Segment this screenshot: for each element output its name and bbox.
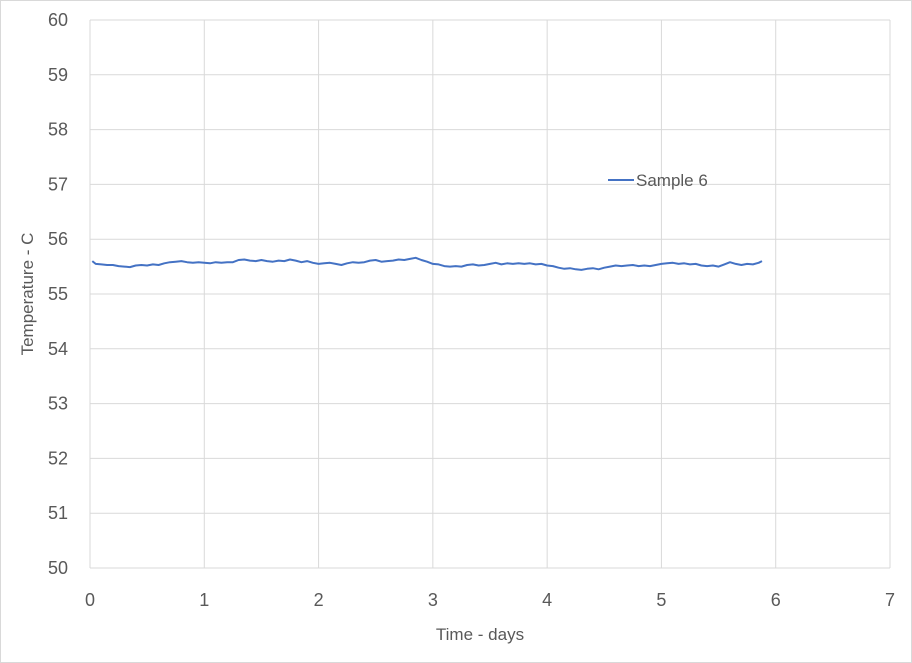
y-tick-label: 59 <box>48 65 68 85</box>
x-tick-label: 4 <box>542 590 552 610</box>
y-tick-label: 60 <box>48 10 68 30</box>
x-tick-label: 6 <box>771 590 781 610</box>
y-tick-label: 58 <box>48 120 68 140</box>
series-line-sample-6 <box>91 256 763 271</box>
x-tick-label: 1 <box>199 590 209 610</box>
y-tick-label: 57 <box>48 174 68 194</box>
x-tick-label: 7 <box>885 590 895 610</box>
x-tick-label: 5 <box>656 590 666 610</box>
y-axis-ticks: 50 51 52 53 54 55 56 57 58 59 60 <box>48 10 68 578</box>
legend-label: Sample 6 <box>636 171 708 190</box>
y-tick-label: 53 <box>48 394 68 414</box>
y-tick-label: 50 <box>48 558 68 578</box>
y-tick-label: 54 <box>48 339 68 359</box>
x-tick-label: 0 <box>85 590 95 610</box>
y-tick-label: 56 <box>48 229 68 249</box>
y-axis-title: Temperature - C <box>18 233 37 356</box>
x-axis-ticks: 0 1 2 3 4 5 6 7 <box>85 590 895 610</box>
y-tick-label: 51 <box>48 503 68 523</box>
series-group <box>91 256 763 271</box>
y-tick-label: 52 <box>48 448 68 468</box>
grid-lines <box>89 19 891 569</box>
x-axis-title: Time - days <box>436 625 524 644</box>
y-tick-label: 55 <box>48 284 68 304</box>
x-tick-label: 2 <box>314 590 324 610</box>
x-tick-label: 3 <box>428 590 438 610</box>
legend: Sample 6 <box>608 171 708 190</box>
